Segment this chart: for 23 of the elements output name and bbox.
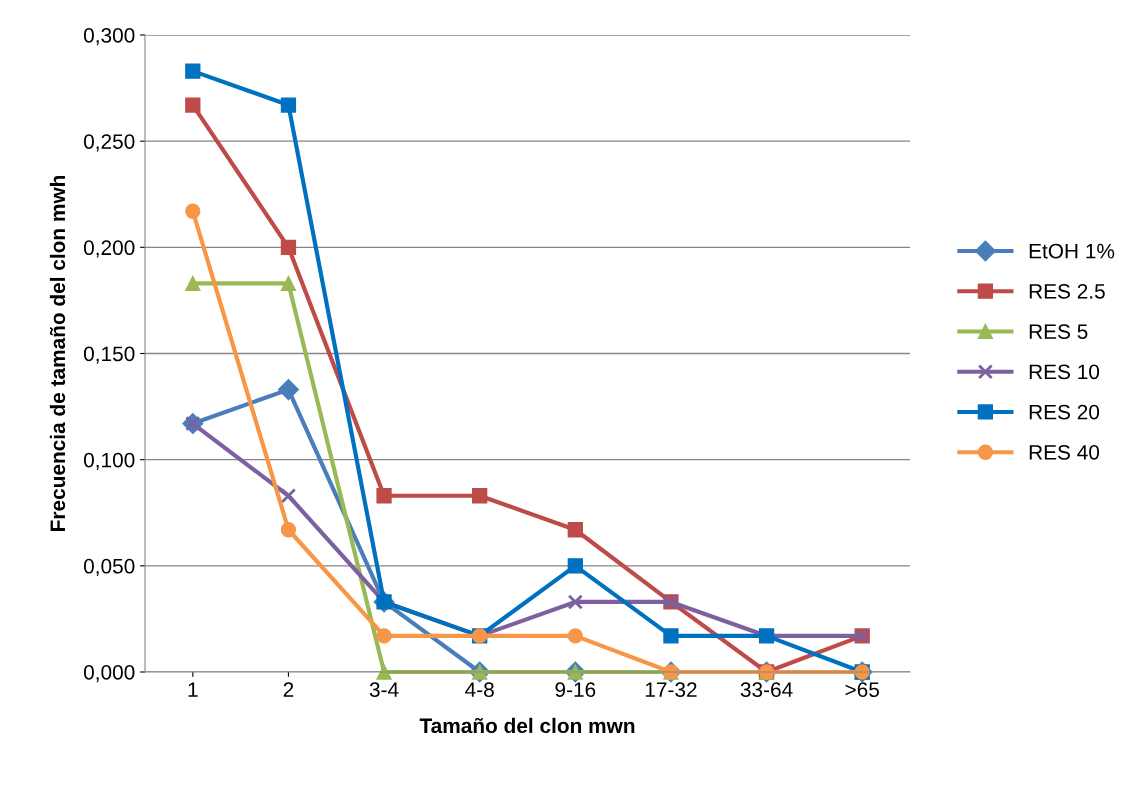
x-tick-label: 3-4 [369, 682, 399, 698]
legend-label: RES 2.5 [1029, 283, 1105, 299]
y-tick-label: 0,200 [83, 240, 135, 258]
legend-label: RES 10 [1029, 364, 1100, 380]
x-tick-label: 17-32 [645, 682, 697, 698]
x-tick-label: >65 [845, 682, 879, 698]
x-tick-label: 1 [188, 682, 198, 697]
y-tick-label: 0,300 [83, 28, 135, 46]
y-tick-label: 0,000 [83, 665, 135, 683]
x-tick-label: 9-16 [555, 682, 596, 698]
y-tick-label: 0,250 [83, 134, 135, 152]
y-axis-title: Frecuencia de tamaño del clon mwh [49, 175, 66, 531]
x-tick-label: 4-8 [465, 682, 494, 698]
y-tick-label: 0,100 [83, 452, 135, 470]
y-tick-label: 0,150 [83, 346, 135, 364]
legend-label: RES 20 [1029, 404, 1100, 420]
y-tick-label: 0,050 [83, 558, 135, 577]
legend-label: RES 40 [1029, 444, 1100, 460]
x-axis-title: Tamaño del clon mwn [419, 717, 635, 734]
x-tick-label: 33-64 [740, 682, 793, 698]
legend-label: EtOH 1% [1029, 243, 1115, 259]
legend-label: RES 5 [1029, 324, 1088, 339]
x-tick-label: 2 [283, 682, 294, 697]
